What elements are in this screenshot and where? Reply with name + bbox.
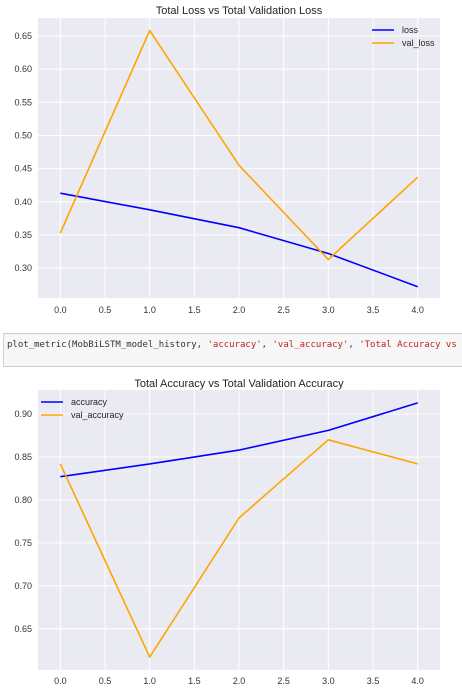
x-tick-label: 3.0 <box>322 676 335 686</box>
x-tick-label: 2.5 <box>277 676 290 686</box>
accuracy-chart: Total Accuracy vs Total Validation Accur… <box>14 378 440 686</box>
y-tick-label: 0.30 <box>14 263 32 273</box>
loss-chart: Total Loss vs Total Validation Loss 0.0 0.… <box>14 5 440 315</box>
x-tick-label: 3.5 <box>367 305 380 315</box>
series-line-accuracy <box>60 402 418 478</box>
x-tick-label: 3.5 <box>367 676 380 686</box>
chart-title: Total Loss vs Total Validation Loss <box>156 5 323 17</box>
x-tick-label: 0.5 <box>99 676 112 686</box>
series-line-loss <box>60 192 418 288</box>
code-text-3: , <box>348 340 360 350</box>
y-tick-label: 0.75 <box>14 538 32 548</box>
x-tick-label: 2.0 <box>233 305 246 315</box>
x-tick-label: 2.0 <box>233 676 246 686</box>
y-tick-label: 0.70 <box>14 581 32 591</box>
code-text-1: plot_metric(MobBiLSTM_model_history, <box>7 340 208 350</box>
legend-label: accuracy <box>71 397 108 407</box>
y-tick-label: 0.90 <box>14 409 32 419</box>
code-string-val-accuracy: 'val_accuracy' <box>272 340 349 350</box>
x-tick-label: 1.0 <box>143 305 156 315</box>
y-tick-label: 0.55 <box>14 97 32 107</box>
x-tick-label: 1.0 <box>143 676 156 686</box>
x-tick-label: 3.0 <box>322 305 335 315</box>
y-tick-label: 0.65 <box>14 624 32 634</box>
x-tick-label: 4.0 <box>411 676 424 686</box>
x-tick-label: 2.5 <box>277 305 290 315</box>
y-tick-label: 0.45 <box>14 164 32 174</box>
legend: loss val_loss <box>372 25 435 48</box>
y-tick-label: 0.85 <box>14 452 32 462</box>
x-tick-label: 1.5 <box>188 676 201 686</box>
legend: accuracy val_accuracy <box>41 397 124 420</box>
x-tick-label: 4.0 <box>411 305 424 315</box>
chart-title: Total Accuracy vs Total Validation Accur… <box>134 378 344 390</box>
x-tick-label: 1.5 <box>188 305 201 315</box>
x-tick-label: 0.5 <box>99 305 112 315</box>
code-text-2: , <box>261 340 273 350</box>
y-tick-label: 0.35 <box>14 230 32 240</box>
legend-label: val_accuracy <box>71 410 124 420</box>
code-string-accuracy: 'accuracy' <box>207 340 262 350</box>
y-tick-label: 0.40 <box>14 197 32 207</box>
code-cell[interactable]: plot_metric(MobBiLSTM_model_history, 'ac… <box>3 333 462 367</box>
y-tick-label: 0.60 <box>14 64 32 74</box>
legend-label: loss <box>402 25 419 35</box>
legend-label: val_loss <box>402 38 435 48</box>
x-tick-label: 0.0 <box>54 305 67 315</box>
x-tick-label: 0.0 <box>54 676 67 686</box>
code-string-title: 'Total Accuracy vs Total ' <box>359 340 457 350</box>
y-tick-label: 0.50 <box>14 130 32 140</box>
series-line-val_accuracy <box>59 439 418 658</box>
y-tick-label: 0.80 <box>14 495 32 505</box>
y-tick-label: 0.65 <box>14 31 32 41</box>
